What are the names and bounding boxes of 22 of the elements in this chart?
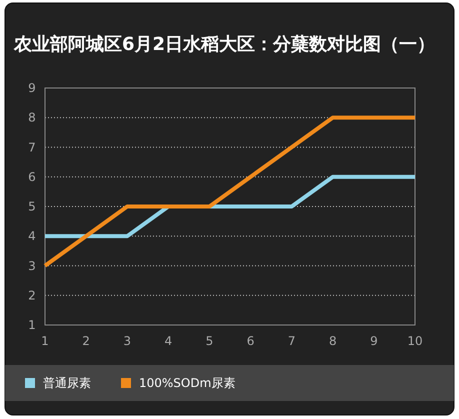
title: 农业部阿城区6月2日水稻大区：分蘖数对比图（一） bbox=[14, 34, 436, 55]
x-tick-label: 9 bbox=[370, 334, 378, 348]
x-tick-label: 4 bbox=[164, 334, 172, 348]
y-tick-label: 9 bbox=[28, 81, 36, 95]
x-tick-label: 6 bbox=[246, 334, 254, 348]
y-tick-label: 2 bbox=[28, 288, 36, 302]
y-tick-label: 7 bbox=[28, 140, 36, 154]
x-tick-label: 8 bbox=[328, 334, 337, 348]
y-tick-label: 1 bbox=[28, 318, 36, 332]
legend-label: 普通尿素 bbox=[43, 376, 91, 390]
y-tick-label: 6 bbox=[28, 170, 36, 184]
x-tick-label: 10 bbox=[407, 334, 423, 348]
y-tick-label: 3 bbox=[28, 258, 36, 273]
x-tick-label: 2 bbox=[82, 334, 90, 348]
x-tick-label: 7 bbox=[288, 334, 296, 348]
y-tick-label: 4 bbox=[28, 229, 36, 244]
y-tick-label: 5 bbox=[28, 200, 36, 214]
x-tick-label: 5 bbox=[206, 334, 214, 348]
legend-label: 100%SODm尿素 bbox=[139, 376, 236, 390]
x-tick-label: 1 bbox=[41, 334, 49, 348]
x-tick-label: 3 bbox=[123, 334, 132, 348]
y-tick-label: 8 bbox=[28, 110, 36, 125]
